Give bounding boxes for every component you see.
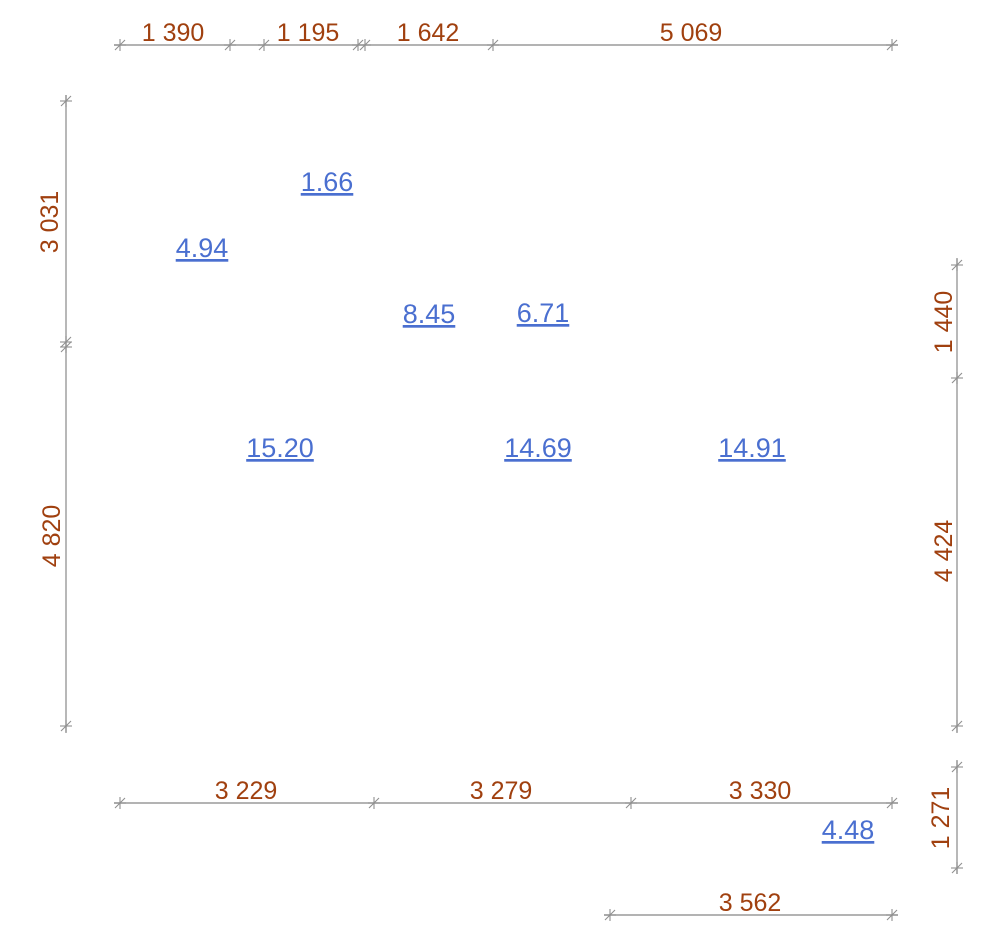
right-dimension-3: 1 271 <box>927 787 955 850</box>
top-dimension-3: 1 642 <box>397 19 460 47</box>
left-dimension-2: 4 820 <box>38 505 66 568</box>
right-dimension-chain: 1 440 4 424 1 271 <box>927 258 964 875</box>
room-area-label[interactable]: 15.20 <box>246 433 314 463</box>
bottom-dimension-1: 3 229 <box>215 777 278 805</box>
room-area-label[interactable]: 8.45 <box>403 299 456 329</box>
top-dimension-chain: 1 390 1 195 1 642 5 069 <box>113 19 899 52</box>
bottom-extra-dimension-1: 3 562 <box>719 889 782 917</box>
bottom-dimension-chain: 3 229 3 279 3 330 <box>113 777 899 810</box>
room-area-label[interactable]: 4.94 <box>176 233 229 263</box>
bottom-dimension-2: 3 279 <box>470 777 533 805</box>
right-dimension-2: 4 424 <box>930 520 958 583</box>
room-area-label[interactable]: 1.66 <box>301 167 354 197</box>
left-dimension-chain: 3 031 4 820 <box>36 94 73 733</box>
left-dimension-1: 3 031 <box>36 191 64 254</box>
right-dimension-1: 1 440 <box>930 291 958 354</box>
top-dimension-2: 1 195 <box>277 19 340 47</box>
room-area-labels: 1.66 4.94 8.45 6.71 15.20 14.69 14.91 4.… <box>176 167 875 845</box>
bottom-dimension-3: 3 330 <box>729 777 792 805</box>
room-area-label[interactable]: 14.91 <box>718 433 786 463</box>
bottom-extra-dimension-chain: 3 562 <box>603 889 899 922</box>
top-dimension-4: 5 069 <box>660 19 723 47</box>
top-dimension-1: 1 390 <box>142 19 205 47</box>
room-area-label[interactable]: 6.71 <box>517 298 570 328</box>
room-area-label[interactable]: 14.69 <box>504 433 572 463</box>
room-area-label[interactable]: 4.48 <box>822 815 875 845</box>
